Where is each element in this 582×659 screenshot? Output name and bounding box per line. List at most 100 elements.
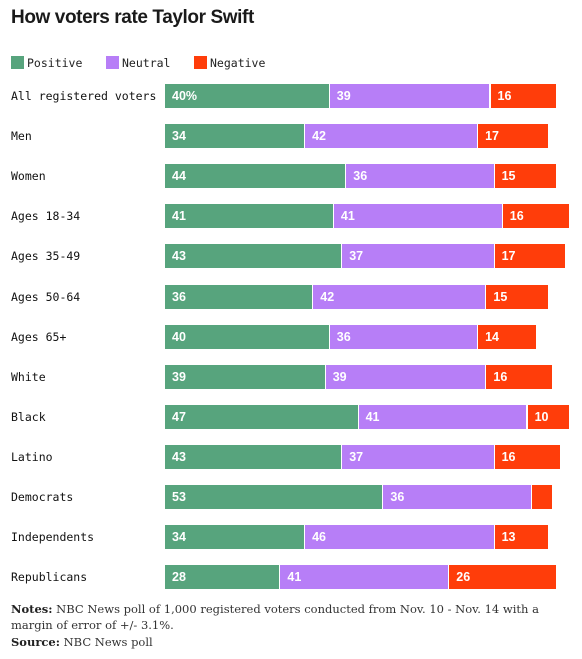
data-label: 42 [320,290,335,304]
data-label: 37 [349,450,364,464]
data-label: 40% [172,89,198,103]
bar-segment-neutral: 39 [325,365,487,389]
bar-segment-positive: 34 [165,525,306,549]
data-label: 16 [509,209,524,223]
row-label-democrats: Democrats [11,490,74,504]
bar-segment-neutral: 41 [280,565,450,589]
data-label: 40 [172,330,186,344]
row-label-independents: Independents [11,530,95,544]
row-label-ages-18-34: Ages 18-34 [11,209,81,223]
data-label: 13 [501,530,516,544]
data-label: 41 [365,410,380,424]
bar-segment-positive: 53 [165,485,384,509]
bar-segment-neutral: 36 [383,485,532,509]
bar-segment-positive: 41 [165,204,334,228]
bar-segment-neutral: 37 [342,244,495,268]
bar-segment-negative: 10 [527,405,569,429]
data-label: 36 [336,330,351,344]
bar-segment-positive: 34 [165,124,306,148]
data-label: 36 [353,169,368,183]
data-label: 36 [390,490,405,504]
data-label: 16 [497,89,512,103]
data-label: 39 [172,370,186,384]
data-label: 14 [485,330,499,344]
bar-segment-negative: 16 [494,445,561,469]
bar-segment-negative: 16 [490,84,557,108]
bar-segment-negative: 13 [494,525,549,549]
row-label-women: Women [11,169,46,183]
row-label-republicans: Republicans [11,570,88,584]
bar-segment-positive: 43 [165,244,343,268]
data-label: 43 [172,249,186,263]
data-label: 15 [501,169,516,183]
bar-segment-neutral: 46 [305,525,495,549]
legend-label-positive: Positive [27,56,83,70]
bar-segment-neutral: 37 [342,445,495,469]
data-label: 43 [172,450,186,464]
bar-segment-negative: 16 [502,204,569,228]
data-label: 39 [332,370,347,384]
notes-label: Notes: [11,602,53,616]
data-label: 53 [172,490,186,504]
bar-segment-negative: 17 [478,124,549,148]
row-label-white: White [11,370,46,384]
data-label: 34 [172,530,186,544]
data-label: 41 [340,209,355,223]
bar-segment-negative: 26 [449,565,557,589]
bar-segment-positive: 43 [165,445,343,469]
bar-segment-neutral: 41 [333,204,503,228]
bar-segment-positive: 44 [165,164,347,188]
bar-segment-negative: 15 [486,285,549,309]
notes-text: NBC News poll of 1,000 registered voters… [11,602,539,632]
source-label: Source: [11,635,60,649]
data-label: 34 [172,129,186,143]
data-label: 42 [312,129,326,143]
data-label: 41 [287,570,302,584]
bar-segment-positive: 36 [165,285,314,309]
bar-segment-neutral: 36 [329,325,479,349]
row-label-ages-35-49: Ages 35-49 [11,249,81,263]
data-label: 44 [172,169,186,183]
data-label: 16 [501,450,516,464]
bar-segment-positive: 28 [165,565,281,589]
bar-segment-positive: 40 [165,325,330,349]
bar-segment-positive: 47 [165,405,359,429]
row-label-latino: Latino [11,450,53,464]
bar-segment-negative: 15 [494,164,557,188]
data-label: 47 [172,410,186,424]
bar-segment-positive: 39 [165,365,326,389]
data-label: 16 [493,370,508,384]
row-label-men: Men [11,129,32,143]
data-label: 36 [172,290,186,304]
row-label-ages-65: Ages 65+ [11,330,67,344]
data-label: 26 [456,570,471,584]
chart-notes: Notes: NBC News poll of 1,000 registered… [11,601,571,633]
bar-segment-negative: 14 [478,325,536,349]
legend-swatch-neutral [106,56,119,69]
data-label: 17 [485,129,499,143]
bar-segment-neutral: 39 [329,84,491,108]
data-label: 46 [312,530,326,544]
bar-segment-neutral: 41 [358,405,528,429]
row-label-all-registered-voters: All registered voters [11,89,157,103]
data-label: 37 [349,249,364,263]
data-label: 17 [501,249,516,263]
bar-segment-negative: 17 [494,244,565,268]
source-text: NBC News poll [59,635,153,649]
data-label: 28 [172,570,186,584]
bar-segment-neutral: 36 [346,164,495,188]
bar-segment-neutral: 42 [305,124,479,148]
row-label-ages-50-64: Ages 50-64 [11,290,81,304]
legend-swatch-negative [194,56,207,69]
bar-segment-negative: 16 [486,365,553,389]
legend-label-negative: Negative [210,56,266,70]
legend-swatch-positive [11,56,24,69]
bar-segment-neutral: 42 [313,285,487,309]
bar-segment-negative [531,485,553,509]
row-label-black: Black [11,410,46,424]
bar-segment-positive: 40% [165,84,330,108]
chart-source: Source: NBC News poll [11,634,153,650]
chart-title: How voters rate Taylor Swift [11,7,254,28]
data-label: 10 [534,410,549,424]
legend-label-neutral: Neutral [122,56,171,70]
